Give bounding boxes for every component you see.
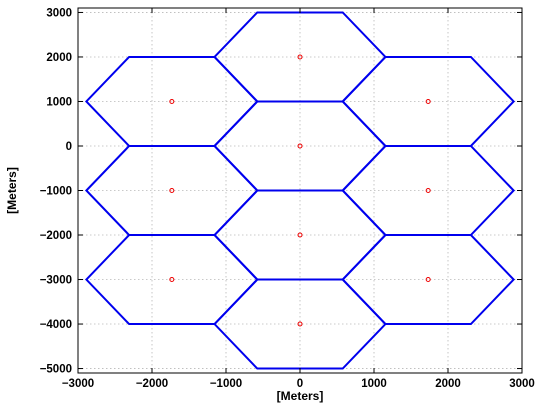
cell-site-marker <box>169 98 175 104</box>
cell-site-marker <box>425 277 431 283</box>
x-tick-label: 0 <box>297 378 303 390</box>
x-tick-label: −3000 <box>62 378 94 390</box>
hexagon-cell <box>84 55 259 147</box>
cell-site-marker <box>297 143 303 149</box>
hexagon-cell <box>84 144 259 237</box>
hexagon-cells <box>84 11 516 370</box>
hexagon-cell <box>341 234 516 326</box>
axis-ticks <box>77 8 523 373</box>
x-tick-label: −1000 <box>210 378 242 390</box>
cell-site-marker <box>169 277 175 283</box>
cell-site-marker <box>169 188 175 193</box>
x-tick-label: 2000 <box>435 378 461 390</box>
y-tick-label: −2000 <box>40 230 72 242</box>
y-axis-tick-labels: −5000 −4000 −3000 −2000 −1000 0 1000 2000 3000 <box>40 7 72 375</box>
cell-site-marker <box>297 232 303 238</box>
cell-sites <box>169 54 431 327</box>
x-tick-label: 1000 <box>361 378 387 390</box>
y-tick-label: −4000 <box>40 319 72 331</box>
hexagon-cell <box>213 189 387 281</box>
x-axis-tick-labels: −3000 −2000 −1000 0 1000 2000 3000 <box>62 378 535 390</box>
y-axis-label: [Meters] <box>5 167 19 214</box>
hexagon-cell <box>341 144 516 237</box>
cell-site-marker <box>425 98 431 104</box>
x-tick-label: 3000 <box>509 378 535 390</box>
x-axis-label: [Meters] <box>277 389 324 403</box>
y-tick-label: 1000 <box>46 96 72 108</box>
y-tick-label: 0 <box>66 141 72 153</box>
hexagon-cell <box>84 234 259 326</box>
y-tick-label: 3000 <box>46 7 72 19</box>
y-tick-label: −1000 <box>40 186 72 198</box>
y-tick-label: −3000 <box>40 275 72 287</box>
hexagon-cell <box>341 55 516 147</box>
y-tick-label: 2000 <box>46 52 72 64</box>
y-tick-label: −5000 <box>40 364 72 376</box>
x-tick-label: −2000 <box>136 378 168 390</box>
cell-site-marker <box>297 54 303 60</box>
cell-site-marker <box>297 321 303 327</box>
cell-site-marker <box>425 188 431 193</box>
